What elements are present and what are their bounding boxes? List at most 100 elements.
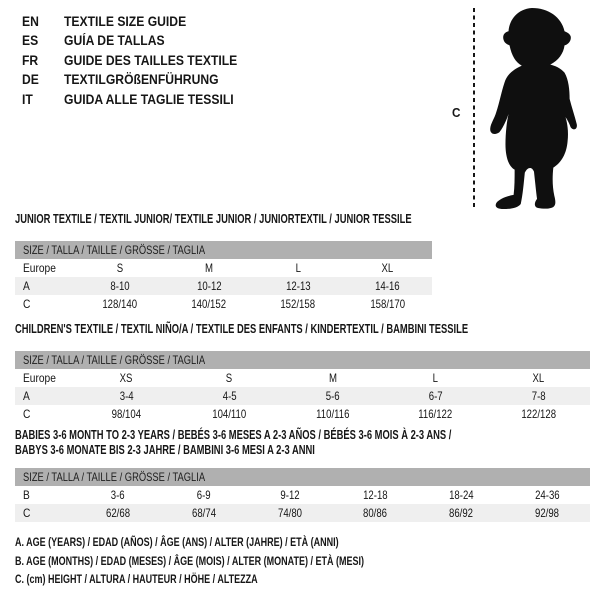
row-label: C <box>23 506 31 520</box>
value-cell: 4-5 <box>178 387 281 405</box>
table-title-line: CHILDREN'S TEXTILE / TEXTIL NIÑO/A / TEX… <box>15 322 590 337</box>
table-row-c: C 62/68 68/74 74/80 80/86 86/92 92/98 <box>15 504 590 522</box>
value-cell: 3-6 <box>75 486 161 504</box>
cell-value: 24-36 <box>534 488 560 502</box>
value-cell: 92/98 <box>504 504 590 522</box>
table-title-text: CHILDREN'S TEXTILE / TEXTIL NIÑO/A / TEX… <box>15 322 469 336</box>
legend-line-c: C. (cm) HEIGHT / ALTURA / HAUTEUR / HÖHE… <box>15 570 480 589</box>
cell-value: 12-18 <box>363 488 388 502</box>
cell-value: 7-8 <box>531 388 546 403</box>
row-label: B <box>23 488 30 502</box>
row-label-cell: A <box>15 277 75 295</box>
cell-value: XS <box>120 370 133 385</box>
legend-line-a: A. AGE (YEARS) / EDAD (AÑOS) / ÂGE (ANS)… <box>15 533 480 552</box>
value-cell: XL <box>487 369 590 387</box>
value-cell: 6-9 <box>161 486 247 504</box>
value-cell: L <box>384 369 487 387</box>
cell-value: 92/98 <box>535 506 560 520</box>
table-title: JUNIOR TEXTILE / TEXTIL JUNIOR/ TEXTILE … <box>15 212 432 227</box>
row-label-cell: A <box>15 387 75 405</box>
cell-value: M <box>328 370 337 385</box>
cell-value: 5-6 <box>325 388 340 403</box>
value-cell: 122/128 <box>487 405 590 423</box>
language-row-es: ES GUÍA DE TALLAS <box>22 31 257 50</box>
row-label-cell: C <box>15 405 75 423</box>
value-cell: 74/80 <box>247 504 333 522</box>
cell-value: 3-4 <box>119 388 134 403</box>
legend-line-b: B. AGE (MONTHS) / EDAD (MESES) / ÂGE (MO… <box>15 552 480 571</box>
value-cell: 98/104 <box>75 405 178 423</box>
table-title-text: JUNIOR TEXTILE / TEXTIL JUNIOR/ TEXTILE … <box>15 212 412 226</box>
value-cell: 80/86 <box>332 504 418 522</box>
value-cell: 68/74 <box>161 504 247 522</box>
cell-value: 122/128 <box>521 406 556 421</box>
cell-value: 128/140 <box>102 296 137 311</box>
height-measure-label: C <box>452 105 461 120</box>
language-row-en: EN TEXTILE SIZE GUIDE <box>22 12 257 31</box>
value-cell: 12-18 <box>332 486 418 504</box>
value-cell: S <box>178 369 281 387</box>
cell-value: 10-12 <box>196 278 222 293</box>
table-row-europe: Europe XS S M L XL <box>15 369 590 387</box>
cell-value: 158/170 <box>370 296 405 311</box>
language-code: DE <box>22 72 39 88</box>
cell-value: 104/110 <box>212 406 247 421</box>
language-row-fr: FR GUIDE DES TAILLES TEXTILE <box>22 51 257 70</box>
table-title-line: JUNIOR TEXTILE / TEXTIL JUNIOR/ TEXTILE … <box>15 212 432 227</box>
cell-value: 74/80 <box>277 506 302 520</box>
value-cell: 128/140 <box>75 295 164 313</box>
value-cell: XL <box>343 259 432 277</box>
table-title-line: BABIES 3-6 MONTH TO 2-3 YEARS / BEBÉS 3-… <box>15 428 590 443</box>
size-table-junior: JUNIOR TEXTILE / TEXTIL JUNIOR/ TEXTILE … <box>15 212 432 313</box>
cell-value: XL <box>532 370 545 385</box>
row-label: A <box>23 278 30 293</box>
cell-value: 68/74 <box>191 506 216 520</box>
cell-value: 3-6 <box>110 488 125 502</box>
size-header-text: SIZE / TALLA / TAILLE / GRÖSSE / TAGLIA <box>23 242 206 257</box>
value-cell: M <box>281 369 384 387</box>
value-cell: 5-6 <box>281 387 384 405</box>
row-label-cell: Europe <box>15 369 75 387</box>
value-cell: 152/158 <box>254 295 343 313</box>
row-label-cell: C <box>15 504 75 522</box>
value-cell: 24-36 <box>504 486 590 504</box>
value-cell: L <box>254 259 343 277</box>
cell-value: 4-5 <box>222 388 237 403</box>
value-cell: 18-24 <box>418 486 504 504</box>
cell-value: 140/152 <box>191 296 227 311</box>
cell-value: 80/86 <box>363 506 388 520</box>
cell-value: 98/104 <box>111 406 142 421</box>
language-row-de: DE TEXTILGRÖßENFÜHRUNG <box>22 70 257 89</box>
language-row-it: IT GUIDA ALLE TAGLIE TESSILI <box>22 90 257 109</box>
row-label: C <box>23 406 31 421</box>
cell-value: M <box>204 260 213 275</box>
row-label: Europe <box>23 260 56 275</box>
size-header-text: SIZE / TALLA / TAILLE / GRÖSSE / TAGLIA <box>23 352 206 367</box>
size-header-bar: SIZE / TALLA / TAILLE / GRÖSSE / TAGLIA <box>15 468 590 486</box>
size-header-bar: SIZE / TALLA / TAILLE / GRÖSSE / TAGLIA <box>15 240 432 259</box>
table-row-b: B 3-6 6-9 9-12 12-18 18-24 24-36 <box>15 486 590 504</box>
cell-value: 6-7 <box>428 388 443 403</box>
value-cell: XS <box>75 369 178 387</box>
size-header-bar: SIZE / TALLA / TAILLE / GRÖSSE / TAGLIA <box>15 350 590 369</box>
value-cell: 14-16 <box>343 277 432 295</box>
row-label-cell: Europe <box>15 259 75 277</box>
baby-silhouette-icon <box>490 8 577 209</box>
table-row-a: A 8-10 10-12 12-13 14-16 <box>15 276 432 295</box>
value-cell: 3-4 <box>75 387 178 405</box>
value-cell: 140/152 <box>164 295 253 313</box>
cell-value: 110/116 <box>315 406 350 421</box>
cell-value: 6-9 <box>196 488 211 502</box>
size-header-text: SIZE / TALLA / TAILLE / GRÖSSE / TAGLIA <box>23 470 206 484</box>
legend-text: A. AGE (YEARS) / EDAD (AÑOS) / ÂGE (ANS)… <box>15 535 339 549</box>
language-code: EN <box>22 14 39 29</box>
language-code: FR <box>22 52 39 68</box>
value-cell: 116/122 <box>384 405 487 423</box>
table-row-a: A 3-4 4-5 5-6 6-7 7-8 <box>15 386 590 405</box>
value-cell: 6-7 <box>384 387 487 405</box>
value-cell: 110/116 <box>281 405 384 423</box>
value-cell: 10-12 <box>164 277 253 295</box>
language-code: IT <box>22 91 33 107</box>
table-row-c: C 98/104 104/110 110/116 116/122 122/128 <box>15 405 590 423</box>
legend-text: B. AGE (MONTHS) / EDAD (MESES) / ÂGE (MO… <box>15 553 364 568</box>
